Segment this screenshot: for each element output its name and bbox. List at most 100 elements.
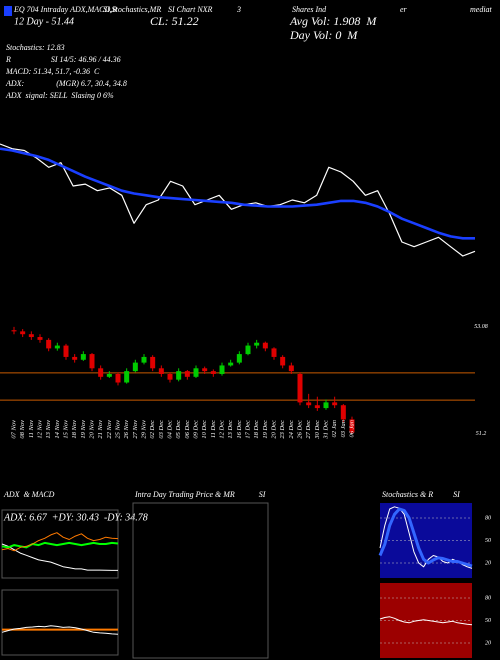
- x-tick-label: 09 Dec: [192, 420, 199, 439]
- y-tick-label: 50: [485, 538, 491, 544]
- y-tick-label: 50: [485, 618, 491, 624]
- y-tick-label: 20: [485, 560, 491, 566]
- candle-body: [46, 339, 52, 349]
- candle-body: [141, 356, 147, 363]
- x-tick-label: 18 Dec: [253, 420, 260, 439]
- header-text: ADX signal: SELL Slasing 0 6%: [5, 91, 114, 100]
- y-tick-label: 53.08: [474, 324, 488, 330]
- x-tick-label: 15 Nov: [62, 420, 69, 439]
- candle-body: [184, 371, 190, 377]
- candle-body: [158, 368, 164, 374]
- x-tick-label: 06 Jan: [348, 420, 355, 438]
- candle-body: [245, 345, 251, 355]
- candle-body: [106, 373, 112, 377]
- x-tick-label: 10 Dec: [201, 420, 208, 439]
- header-text: Shares Ind: [292, 5, 327, 14]
- y-tick-label: 80: [485, 595, 491, 601]
- candle-body: [132, 362, 138, 372]
- x-tick-label: 03 Jan: [340, 420, 347, 438]
- y-tick-label: 80: [485, 515, 491, 521]
- x-tick-label: 12 Dec: [218, 420, 225, 439]
- x-tick-label: 19 Nov: [80, 420, 87, 439]
- header-text: R SI 14/5: 46.96 / 44.36: [5, 55, 121, 64]
- x-tick-label: 17 Dec: [244, 420, 251, 439]
- candle-body: [323, 402, 329, 409]
- header-text: Avg Vol: 1.908 M: [289, 14, 377, 28]
- x-tick-label: 02 Jan: [331, 420, 338, 438]
- candle-body: [63, 345, 69, 357]
- x-tick-label: 21 Nov: [97, 420, 104, 439]
- candle-body: [332, 402, 338, 406]
- x-tick-label: 27 Dec: [305, 420, 312, 439]
- series-line: [379, 616, 473, 626]
- candle-body: [89, 354, 95, 369]
- x-tick-label: 14 Nov: [54, 420, 61, 439]
- x-tick-label: 02 Dec: [149, 420, 156, 439]
- x-tick-label: 20 Dec: [270, 420, 277, 439]
- panel-title: Stochastics & R SI: [382, 490, 460, 499]
- x-tick-label: 08 Nov: [19, 420, 26, 439]
- candle-body: [37, 337, 43, 340]
- candle-body: [262, 342, 268, 349]
- x-tick-label: 23 Dec: [279, 420, 286, 439]
- header-text: MACD: 51.34, 51.7, -0.36 C: [5, 67, 100, 76]
- header-text: mediat: [470, 5, 493, 14]
- x-tick-label: 11 Dec: [210, 420, 217, 438]
- candle-body: [314, 405, 320, 409]
- candle-body: [349, 419, 355, 433]
- series-line: [1, 541, 119, 549]
- candle-body: [202, 368, 208, 372]
- header-text: CL: 51.22: [150, 14, 199, 28]
- header-text: SI Chart NXR: [168, 5, 213, 14]
- series-line: [1, 625, 119, 635]
- candle-body: [54, 345, 60, 349]
- candle-body: [228, 362, 234, 366]
- candle-body: [124, 371, 130, 383]
- x-tick-label: 06 Dec: [184, 420, 191, 439]
- header-text: EQ 704 Intraday ADX,MACD,R: [13, 5, 117, 14]
- candle-body: [280, 356, 286, 366]
- panel-annotation: ADX: 6.67 +DY: 30.43 -DY: 34.78: [3, 512, 148, 523]
- x-tick-label: 19 Dec: [262, 420, 269, 439]
- x-tick-label: 04 Dec: [166, 420, 173, 439]
- x-tick-label: 31 Dec: [322, 420, 329, 440]
- series-line: [378, 507, 473, 568]
- candle-body: [193, 368, 199, 377]
- candle-body: [72, 356, 78, 360]
- x-tick-label: 16 Dec: [236, 420, 243, 439]
- candle-body: [254, 342, 260, 346]
- x-tick-label: 26 Nov: [123, 420, 130, 439]
- x-tick-label: 29 Nov: [140, 420, 147, 439]
- header-text: 12 Day - 51.44: [14, 16, 74, 27]
- candle-body: [115, 373, 121, 383]
- x-tick-label: 24 Dec: [288, 420, 295, 439]
- x-tick-label: 05 Dec: [175, 420, 182, 439]
- candle-body: [271, 348, 277, 357]
- x-tick-label: 11 Nov: [28, 420, 35, 438]
- candle-body: [236, 354, 242, 363]
- header-text: Day Vol: 0 M: [289, 28, 358, 42]
- x-tick-label: 22 Nov: [106, 420, 113, 439]
- candle-body: [288, 365, 294, 372]
- header-text: Stochastics: 12.83: [6, 43, 65, 52]
- candle-body: [306, 402, 312, 406]
- candle-body: [297, 373, 303, 403]
- candle-body: [20, 331, 26, 335]
- header-text: er: [400, 5, 408, 14]
- header-text: 3: [236, 5, 241, 14]
- candle-body: [98, 368, 104, 377]
- candle-body: [176, 371, 182, 380]
- x-tick-label: 12 Nov: [36, 420, 43, 439]
- series-line: [0, 147, 475, 240]
- y-tick-label: 51.2: [476, 431, 487, 437]
- series-line: [0, 143, 476, 257]
- candle-body: [167, 373, 173, 380]
- candle-body: [219, 365, 225, 374]
- header-text: ADX: (MGR) 6.7, 30.4, 34.8: [5, 79, 127, 88]
- series-line: [1, 543, 118, 571]
- x-tick-label: 03 Dec: [158, 420, 165, 439]
- panel-border: [1, 589, 119, 656]
- panel-title: Intra Day Trading Price & MR SI: [134, 490, 266, 499]
- x-tick-label: 13 Dec: [227, 420, 234, 439]
